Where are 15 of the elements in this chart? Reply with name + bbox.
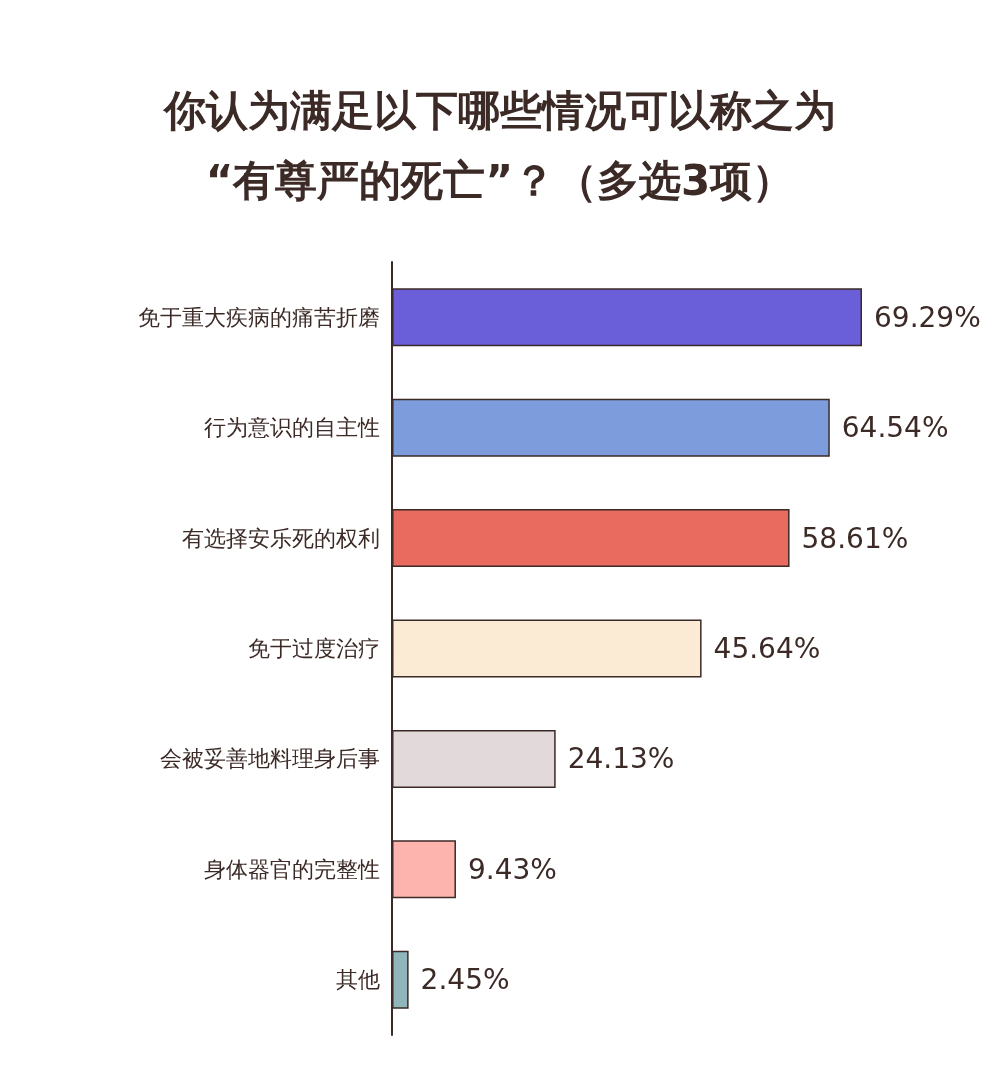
data-label: 9.43% (467, 852, 557, 886)
y-tick-label: 身体器官的完整性 (204, 856, 380, 882)
y-tick-label: 其他 (336, 967, 380, 993)
data-label: 69.29% (874, 300, 981, 334)
data-label: 24.13% (567, 742, 675, 776)
data-label: 45.64% (713, 632, 821, 665)
y-tick-label: 免于重大疾病的痛苦折磨 (138, 304, 380, 330)
data-label: 2.45% (420, 963, 510, 997)
y-tick-label: 免于过度治疗 (248, 636, 380, 661)
data-label: 58.61% (801, 521, 909, 555)
y-tick-label: 行为意识的自主性 (204, 415, 380, 441)
y-tick-label: 有选择安乐死的权利 (182, 525, 380, 551)
data-label: 64.54% (841, 411, 949, 445)
y-tick-label: 会被妥善地料理身后事 (160, 746, 380, 772)
chart-title: 你认为满足以下哪些情况可以称之为 “有尊严的死亡”？（多选3项） (162, 85, 836, 205)
